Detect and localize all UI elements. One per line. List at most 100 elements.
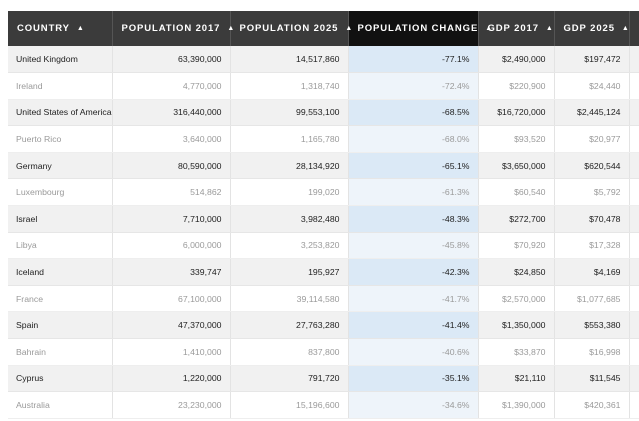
cell-gdp-2017: $21,110 bbox=[478, 365, 555, 393]
column-label: POPULATION 2017 bbox=[121, 23, 221, 34]
cell-population-change: -72.4% bbox=[348, 72, 479, 100]
cell-population-change: -41.4% bbox=[348, 311, 479, 340]
table-header: COUNTRY ▲ POPULATION 2017 ▲ POPULATION 202… bbox=[8, 11, 639, 46]
cell-country: Australia bbox=[8, 391, 113, 419]
cell-gdp-2017: $1,350,000 bbox=[478, 311, 555, 340]
cell-population-2025: 3,253,820 bbox=[230, 232, 349, 260]
cell-country: Spain bbox=[8, 311, 113, 340]
cell-country: United Kingdom bbox=[8, 46, 113, 74]
cell-population-2017: 1,410,000 bbox=[112, 338, 231, 366]
cell-country: Iceland bbox=[8, 258, 113, 286]
cell-population-change: -65.1% bbox=[348, 152, 479, 180]
cell-population-change: -41.7% bbox=[348, 285, 479, 313]
cell-country: Libya bbox=[8, 232, 113, 260]
cell-country: France bbox=[8, 285, 113, 313]
cell-gdp-2025: $1,077,685 bbox=[554, 285, 630, 313]
table-row[interactable]: Germany 80,590,000 28,134,920 -65.1% $3,… bbox=[8, 152, 639, 180]
column-header-gdp-2017[interactable]: GDP 2017 ▲ bbox=[478, 11, 555, 46]
cell-gdp-2025: $70,478 bbox=[554, 205, 630, 233]
table-row[interactable]: Puerto Rico 3,640,000 1,165,780 -68.0% $… bbox=[8, 125, 639, 153]
cell-population-2025: 15,196,600 bbox=[230, 391, 349, 419]
cell-gdp-2025: $20,977 bbox=[554, 125, 630, 153]
table-row[interactable]: Luxembourg 514,862 199,020 -61.3% $60,54… bbox=[8, 178, 639, 207]
column-header-population-change[interactable]: POPULATION CHANGE▲ bbox=[348, 11, 492, 46]
cell-population-change: -77.1% bbox=[348, 46, 479, 74]
table-row[interactable]: Cyprus 1,220,000 791,720 -35.1% $21,110 … bbox=[8, 365, 639, 393]
cell-overflow bbox=[628, 311, 639, 340]
cell-gdp-2025: $16,998 bbox=[554, 338, 630, 366]
cell-population-change: -61.3% bbox=[348, 178, 479, 207]
cell-gdp-2017: $1,390,000 bbox=[478, 391, 555, 419]
cell-population-2017: 339,747 bbox=[112, 258, 231, 286]
cell-gdp-2017: $70,920 bbox=[478, 232, 555, 260]
table-row[interactable]: Ireland 4,770,000 1,318,740 -72.4% $220,… bbox=[8, 72, 639, 100]
cell-population-2025: 837,800 bbox=[230, 338, 349, 366]
cell-population-change: -42.3% bbox=[348, 258, 479, 286]
cell-gdp-2025: $24,440 bbox=[554, 72, 630, 100]
column-label: GDP 2017 bbox=[487, 23, 539, 34]
cell-population-2025: 195,927 bbox=[230, 258, 349, 286]
column-label: POPULATION 2025 bbox=[239, 23, 339, 34]
cell-population-2017: 1,220,000 bbox=[112, 365, 231, 393]
cell-country: Israel bbox=[8, 205, 113, 233]
column-label: GDP 2025 bbox=[563, 23, 615, 34]
cell-country: Germany bbox=[8, 152, 113, 180]
table-row[interactable]: United Kingdom 63,390,000 14,517,860 -77… bbox=[8, 46, 639, 74]
caret-up-icon: ▲ bbox=[621, 25, 630, 32]
table-row[interactable]: France 67,100,000 39,114,580 -41.7% $2,5… bbox=[8, 285, 639, 313]
cell-population-2025: 14,517,860 bbox=[230, 46, 349, 74]
cell-population-change: -34.6% bbox=[348, 391, 479, 419]
column-header-population-2017[interactable]: POPULATION 2017 ▲ bbox=[112, 11, 234, 46]
cell-country: Cyprus bbox=[8, 365, 113, 393]
cell-overflow bbox=[628, 365, 639, 393]
cell-gdp-2025: $5,792 bbox=[554, 178, 630, 207]
cell-population-2017: 23,230,000 bbox=[112, 391, 231, 419]
column-label: POPULATION CHANGE bbox=[357, 23, 479, 34]
cell-overflow bbox=[628, 46, 639, 74]
cell-country: Bahrain bbox=[8, 338, 113, 366]
cell-population-2025: 99,553,100 bbox=[230, 99, 349, 127]
table-row[interactable]: Israel 7,710,000 3,982,480 -48.3% $272,7… bbox=[8, 205, 639, 233]
cell-overflow bbox=[628, 338, 639, 366]
table-row[interactable]: Australia 23,230,000 15,196,600 -34.6% $… bbox=[8, 391, 639, 419]
header-row: COUNTRY ▲ POPULATION 2017 ▲ POPULATION 202… bbox=[8, 11, 639, 46]
cell-population-2025: 28,134,920 bbox=[230, 152, 349, 180]
cell-overflow bbox=[628, 205, 639, 233]
cell-population-2025: 1,165,780 bbox=[230, 125, 349, 153]
cell-population-2025: 199,020 bbox=[230, 178, 349, 207]
table-row[interactable]: Libya 6,000,000 3,253,820 -45.8% $70,920… bbox=[8, 232, 639, 260]
cell-gdp-2025: $11,545 bbox=[554, 365, 630, 393]
column-header-gdp-2025[interactable]: GDP 2025 ▲ bbox=[554, 11, 630, 46]
column-header-country[interactable]: COUNTRY ▲ bbox=[8, 11, 113, 46]
cell-population-2017: 6,000,000 bbox=[112, 232, 231, 260]
column-header-population-2025[interactable]: POPULATION 2025 ▲ bbox=[230, 11, 352, 46]
cell-population-change: -48.3% bbox=[348, 205, 479, 233]
table-row[interactable]: Iceland 339,747 195,927 -42.3% $24,850 $… bbox=[8, 258, 639, 286]
table-row[interactable]: United States of America 316,440,000 99,… bbox=[8, 99, 639, 127]
cell-population-2025: 1,318,740 bbox=[230, 72, 349, 100]
column-header-overflow bbox=[629, 11, 639, 46]
cell-gdp-2025: $4,169 bbox=[554, 258, 630, 286]
cell-population-2025: 791,720 bbox=[230, 365, 349, 393]
table-row[interactable]: Bahrain 1,410,000 837,800 -40.6% $33,870… bbox=[8, 338, 639, 366]
cell-overflow bbox=[628, 72, 639, 100]
table-row[interactable]: Spain 47,370,000 27,763,280 -41.4% $1,35… bbox=[8, 311, 639, 340]
cell-population-change: -35.1% bbox=[348, 365, 479, 393]
cell-population-2017: 514,862 bbox=[112, 178, 231, 207]
cell-overflow bbox=[628, 99, 639, 127]
cell-gdp-2017: $93,520 bbox=[478, 125, 555, 153]
cell-overflow bbox=[628, 391, 639, 419]
cell-population-change: -40.6% bbox=[348, 338, 479, 366]
cell-country: Luxembourg bbox=[8, 178, 113, 207]
cell-gdp-2017: $220,900 bbox=[478, 72, 555, 100]
cell-gdp-2017: $16,720,000 bbox=[478, 99, 555, 127]
data-table-container: COUNTRY ▲ POPULATION 2017 ▲ POPULATION 202… bbox=[8, 11, 639, 419]
cell-gdp-2025: $553,380 bbox=[554, 311, 630, 340]
cell-country: Puerto Rico bbox=[8, 125, 113, 153]
cell-population-change: -68.5% bbox=[348, 99, 479, 127]
cell-population-2017: 4,770,000 bbox=[112, 72, 231, 100]
cell-overflow bbox=[628, 258, 639, 286]
cell-population-2017: 67,100,000 bbox=[112, 285, 231, 313]
cell-overflow bbox=[628, 178, 639, 207]
cell-gdp-2017: $2,570,000 bbox=[478, 285, 555, 313]
